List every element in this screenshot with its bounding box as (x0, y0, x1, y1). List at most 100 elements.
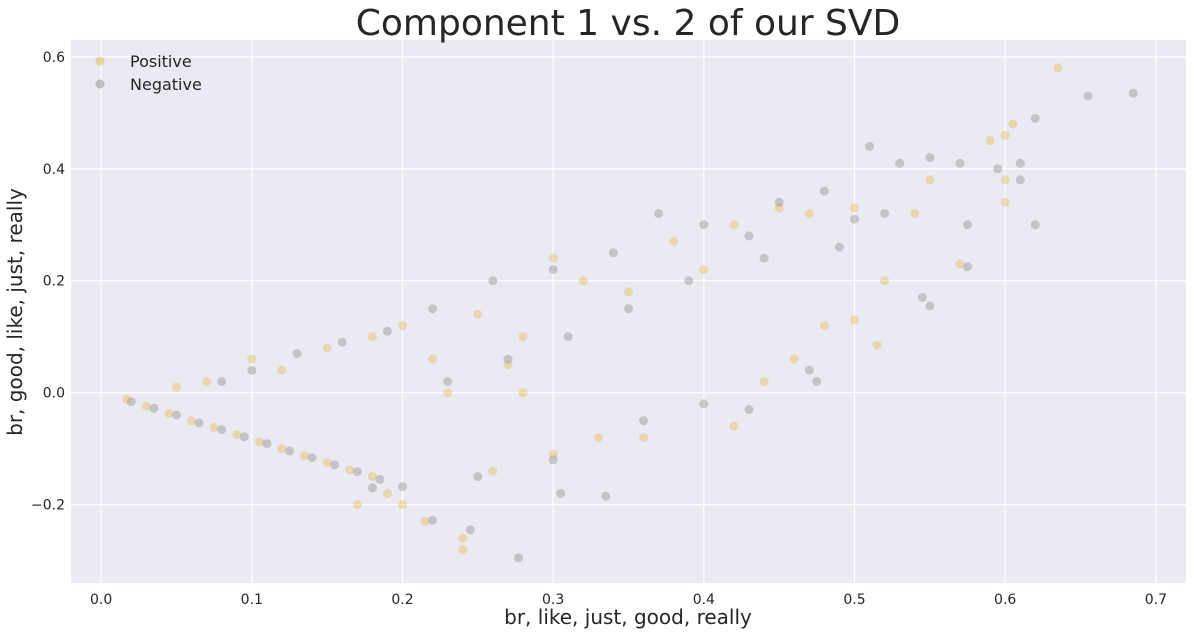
data-point-positive (1008, 119, 1018, 129)
data-point-positive (850, 315, 859, 325)
data-point-negative (548, 265, 558, 274)
data-point-positive (322, 343, 332, 353)
data-point-negative (812, 377, 822, 386)
data-point-negative (262, 439, 272, 449)
data-point-negative (126, 397, 136, 407)
data-point-positive (789, 354, 799, 364)
y-tick-label: 0.2 (43, 274, 65, 290)
data-point-negative (172, 410, 181, 420)
data-point-positive (819, 321, 829, 330)
data-point-positive (141, 401, 151, 411)
data-point-negative (307, 453, 317, 463)
data-point-positive (925, 175, 935, 185)
data-point-positive (910, 209, 920, 218)
data-point-negative (1128, 88, 1138, 98)
data-point-negative (917, 293, 927, 302)
data-point-positive (1000, 130, 1010, 140)
data-point-negative (556, 488, 566, 498)
data-point-positive (277, 365, 287, 375)
legend-marker-positive (95, 56, 105, 66)
data-point-negative (443, 377, 453, 386)
data-point-negative (654, 209, 664, 218)
data-point-negative (367, 483, 377, 493)
data-point-negative (865, 141, 875, 151)
data-point-negative (895, 158, 905, 168)
data-point-positive (639, 433, 649, 442)
data-point-negative (375, 474, 385, 484)
data-point-positive (202, 377, 212, 386)
data-point-positive (518, 332, 528, 342)
x-tick-label: 0.2 (391, 592, 413, 608)
data-point-positive (209, 422, 219, 432)
data-point-positive (398, 500, 407, 510)
x-tick-label: 0.7 (1145, 592, 1167, 608)
data-point-positive (398, 321, 407, 330)
x-tick-label: 0.3 (542, 592, 564, 608)
data-point-negative (819, 186, 829, 196)
chart-title: Component 1 vs. 2 of our SVD (356, 3, 901, 44)
x-tick-label: 0.4 (693, 592, 715, 608)
data-point-positive (164, 408, 174, 418)
legend-label-positive: Positive (130, 52, 192, 71)
data-point-positive (872, 340, 882, 350)
data-point-positive (759, 377, 769, 386)
data-point-negative (699, 220, 709, 230)
data-point-negative (993, 164, 1003, 174)
data-point-positive (345, 465, 355, 475)
data-point-positive (428, 354, 438, 364)
data-point-positive (277, 444, 287, 454)
data-point-negative (804, 365, 814, 375)
data-point-negative (292, 349, 302, 358)
data-point-positive (367, 332, 377, 342)
y-tick-label: 0.4 (43, 162, 65, 178)
data-point-positive (187, 416, 196, 426)
data-point-negative (488, 276, 498, 286)
data-point-positive (548, 449, 558, 459)
data-point-negative (834, 242, 844, 252)
data-point-negative (963, 262, 972, 272)
data-point-positive (624, 287, 633, 297)
y-tick-labels: −0.2 0.0 0.2 0.4 0.6 (31, 50, 65, 514)
data-point-negative (337, 337, 347, 347)
data-point-negative (473, 472, 483, 482)
data-point-positive (669, 237, 679, 246)
data-point-negative (850, 214, 859, 224)
data-point-positive (254, 437, 264, 447)
data-point-positive (985, 136, 995, 146)
x-tick-labels: 0.0 0.1 0.2 0.3 0.4 0.5 0.6 0.7 (90, 592, 1167, 608)
data-point-negative (925, 153, 935, 163)
data-point-negative (1015, 175, 1025, 185)
data-point-negative (428, 515, 438, 525)
y-tick-label: 0.6 (43, 50, 65, 66)
gridlines (71, 40, 1186, 583)
x-tick-label: 0.1 (241, 592, 263, 608)
data-point-negative (925, 301, 935, 311)
data-point-negative (247, 365, 257, 375)
legend-label-negative: Negative (130, 75, 202, 94)
data-point-negative (1015, 158, 1025, 168)
data-point-negative (194, 418, 204, 428)
data-point-negative (428, 304, 438, 314)
data-point-positive (247, 354, 257, 364)
data-point-positive (458, 544, 468, 554)
data-point-positive (420, 516, 430, 526)
data-point-negative (149, 403, 159, 413)
y-axis-label: br, good, like, just, really (3, 188, 27, 436)
data-point-negative (684, 276, 694, 286)
data-point-positive (488, 466, 498, 476)
data-point-positive (232, 430, 242, 440)
data-point-positive (122, 394, 132, 404)
data-point-positive (729, 220, 739, 230)
data-point-positive (473, 309, 483, 319)
data-point-negative (608, 248, 618, 258)
x-tick-label: 0.6 (994, 592, 1016, 608)
x-tick-label: 0.0 (90, 592, 112, 608)
data-point-positive (443, 388, 453, 398)
data-point-negative (963, 220, 972, 230)
data-points (122, 63, 1138, 563)
data-point-positive (955, 259, 965, 269)
data-point-positive (1053, 63, 1063, 73)
data-point-negative (759, 253, 769, 263)
